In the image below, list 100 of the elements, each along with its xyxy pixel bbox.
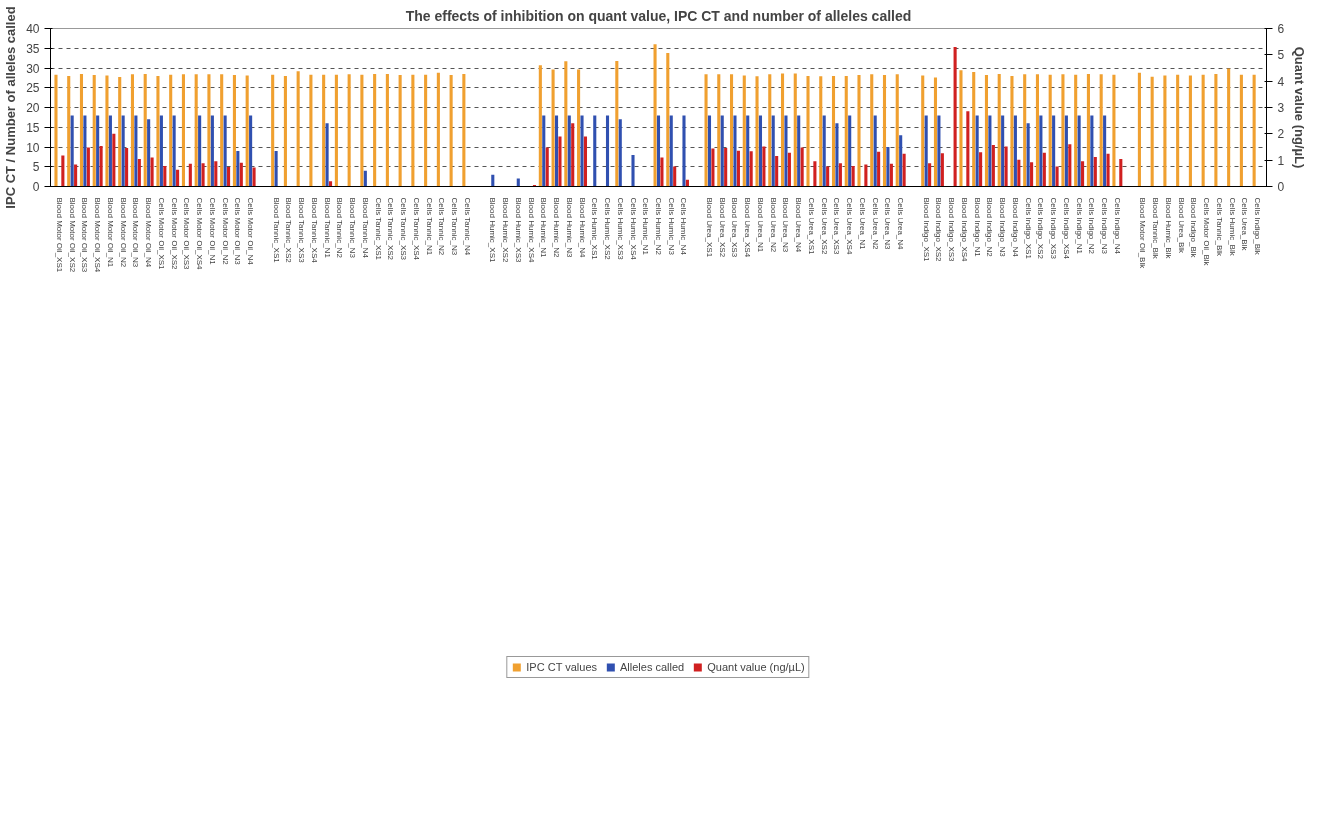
y-tick-label: 20 bbox=[26, 101, 40, 115]
y-axis-title: IPC CT / Number of alleles called bbox=[3, 6, 19, 209]
x-tick-label: Blood Motor Oil_XS4 bbox=[93, 197, 103, 273]
x-tick-label: Blood Humic_N2 bbox=[552, 197, 562, 259]
x-tick-label: Blood Humic_XS1 bbox=[488, 197, 498, 263]
x-tick-label: Cells Urea_Blk bbox=[1240, 197, 1250, 252]
x-tick-label: Blood Indigo_XS1 bbox=[921, 197, 931, 263]
x-tick-label: Cells Urea_XS4 bbox=[845, 197, 855, 255]
x-tick-label: Cells Urea_N3 bbox=[883, 197, 893, 251]
x-tick-label: Cells Humic_N3 bbox=[666, 197, 676, 256]
x-tick-label: Cells Motor Oil_XS2 bbox=[169, 197, 179, 271]
x-tick-label: Blood Humic_XS3 bbox=[513, 197, 523, 263]
chart-title: The effects of inhibition on quant value, IPC CT and number of alleles called bbox=[405, 7, 912, 24]
x-tick-label: Blood Tannic_N2 bbox=[335, 197, 345, 259]
x-tick-label: Blood Tannic_N4 bbox=[360, 197, 370, 259]
y2-tick-label: 6 bbox=[1277, 22, 1285, 36]
x-tick-label: Cells Indigo_N2 bbox=[1087, 197, 1097, 255]
x-tick-label: Cells Tannic_N3 bbox=[450, 197, 460, 256]
x-tick-label: Blood Tannic_N3 bbox=[348, 197, 358, 259]
x-tick-label: Blood Tannic_XS1 bbox=[271, 197, 281, 264]
x-tick-label: Blood Indigo_N1 bbox=[972, 197, 982, 258]
x-tick-label: Blood Motor Oil_N2 bbox=[118, 197, 128, 268]
x-tick-label: Blood Indigo_XS2 bbox=[934, 197, 944, 263]
x-tick-label: Cells Tannic_XS4 bbox=[411, 197, 421, 261]
x-tick-label: Blood Urea_XS3 bbox=[730, 197, 740, 258]
x-tick-label: Cells Indigo_Blk bbox=[1253, 197, 1263, 256]
x-tick-label: Blood Humic_N1 bbox=[539, 197, 549, 259]
x-tick-label: Cells Tannic_XS1 bbox=[373, 197, 383, 261]
x-tick-label: Blood Motor Oil_N1 bbox=[105, 197, 115, 268]
x-tick-label: Blood Indigo_N3 bbox=[998, 197, 1008, 258]
x-tick-label: Cells Motor Oil_N1 bbox=[207, 197, 217, 266]
x-tick-label: Cells Humic_N1 bbox=[641, 197, 651, 256]
x-tick-label: Blood Urea_N2 bbox=[768, 197, 778, 253]
x-tick-label: Blood Motor Oil_N3 bbox=[131, 197, 141, 268]
y-tick-label: 35 bbox=[26, 41, 40, 56]
x-tick-label: Cells Indigo_XS2 bbox=[1036, 197, 1046, 260]
x-tick-label: Cells Tannic_N2 bbox=[437, 197, 447, 256]
x-tick-label: Cells Tannic_N1 bbox=[424, 197, 434, 256]
x-tick-label: Cells Motor Oil_XS3 bbox=[182, 197, 192, 271]
x-tick-label: Cells Urea_XS3 bbox=[832, 197, 842, 255]
x-tick-label: Blood Motor Oil_Blk bbox=[1138, 197, 1148, 270]
x-tick-label: Cells Motor Oil_XS4 bbox=[195, 197, 205, 271]
x-tick-label: Blood Tannic_XS2 bbox=[284, 197, 294, 264]
x-tick-label: Blood Indigo_Blk bbox=[1189, 197, 1199, 259]
x-tick-label: Cells Urea_XS1 bbox=[806, 197, 816, 255]
x-tick-label: Cells Humic_N4 bbox=[679, 197, 689, 256]
x-tick-label: Blood Urea_N1 bbox=[755, 197, 765, 253]
x-tick-label: Blood Indigo_XS3 bbox=[947, 197, 957, 263]
x-tick-label: Blood Motor Oil_XS3 bbox=[80, 197, 90, 273]
y2-tick-label: 5 bbox=[1277, 48, 1285, 63]
x-tick-label: Cells Humic_XS3 bbox=[615, 197, 625, 261]
legend-label: IPC CT values bbox=[526, 661, 598, 673]
x-tick-label: Blood Urea_N3 bbox=[781, 197, 791, 253]
x-tick-label: Cells Tannic_XS2 bbox=[386, 197, 396, 261]
x-tick-label: Cells Humic_XS1 bbox=[590, 197, 600, 261]
x-tick-label: Blood Motor Oil_XS2 bbox=[67, 197, 77, 273]
x-tick-label: Blood Tannic_XS3 bbox=[297, 197, 307, 264]
x-tick-label: Cells Indigo_N3 bbox=[1100, 197, 1110, 255]
x-tick-label: Cells Motor Oil_XS1 bbox=[156, 197, 166, 271]
y-tick-label: 15 bbox=[26, 120, 40, 135]
x-tick-label: Cells Indigo_XS4 bbox=[1061, 197, 1071, 260]
x-tick-label: Blood Indigo_XS4 bbox=[959, 197, 969, 263]
x-tick-label: Cells Tannic_N4 bbox=[462, 197, 472, 256]
y-tick-label: 10 bbox=[26, 140, 40, 155]
x-tick-label: Cells Tannic_Blk bbox=[1214, 197, 1224, 258]
x-tick-label: Cells Indigo_XS1 bbox=[1023, 197, 1033, 260]
y2-tick-label: 2 bbox=[1277, 127, 1285, 142]
x-tick-label: Blood Humic_N4 bbox=[577, 197, 587, 259]
x-tick-label: Blood Tannic_N1 bbox=[322, 197, 332, 259]
legend-label: Quant value (ng/µL) bbox=[707, 661, 805, 673]
x-tick-label: Cells Humic_Blk bbox=[1227, 197, 1237, 257]
y2-tick-label: 0 bbox=[1277, 180, 1285, 194]
y-tick-label: 30 bbox=[26, 61, 40, 76]
x-tick-label: Blood Urea_XS4 bbox=[743, 197, 753, 258]
y-tick-label: 5 bbox=[32, 160, 40, 175]
x-tick-label: Cells Indigo_XS3 bbox=[1049, 197, 1059, 260]
y-tick-label: 40 bbox=[26, 22, 40, 36]
y2-axis-title: Quant value (ng/µL) bbox=[1292, 46, 1308, 169]
x-tick-label: Blood Motor Oil_N4 bbox=[144, 197, 154, 268]
x-tick-label: Cells Urea_N1 bbox=[857, 197, 867, 251]
x-tick-label: Blood Urea_XS2 bbox=[717, 197, 727, 258]
y-tick-label: 25 bbox=[26, 81, 40, 96]
y2-tick-label: 4 bbox=[1277, 74, 1285, 89]
x-tick-label: Blood Tannic_Blk bbox=[1151, 197, 1161, 260]
x-tick-label: Cells Urea_N4 bbox=[896, 197, 906, 251]
x-tick-label: Blood Urea_N4 bbox=[794, 197, 804, 253]
x-tick-label: Cells Motor Oil_N2 bbox=[220, 197, 230, 266]
x-tick-label: Cells Tannic_XS3 bbox=[399, 197, 409, 261]
x-tick-label: Blood Motor Oil_XS1 bbox=[54, 197, 64, 273]
x-tick-label: Blood Indigo_N2 bbox=[985, 197, 995, 258]
x-tick-label: Cells Indigo_N4 bbox=[1112, 197, 1122, 255]
x-tick-label: Cells Humic_XS2 bbox=[603, 197, 613, 261]
x-tick-label: Blood Urea_XS1 bbox=[704, 197, 714, 258]
x-tick-label: Blood Tannic_XS4 bbox=[309, 197, 319, 264]
x-tick-label: Cells Humic_XS4 bbox=[628, 197, 638, 261]
x-tick-label: Cells Urea_N2 bbox=[870, 197, 880, 251]
x-tick-label: Cells Urea_XS2 bbox=[819, 197, 829, 255]
y-tick-label: 0 bbox=[32, 180, 40, 194]
x-tick-label: Blood Humic_Blk bbox=[1163, 197, 1173, 260]
y2-tick-label: 1 bbox=[1277, 153, 1285, 168]
